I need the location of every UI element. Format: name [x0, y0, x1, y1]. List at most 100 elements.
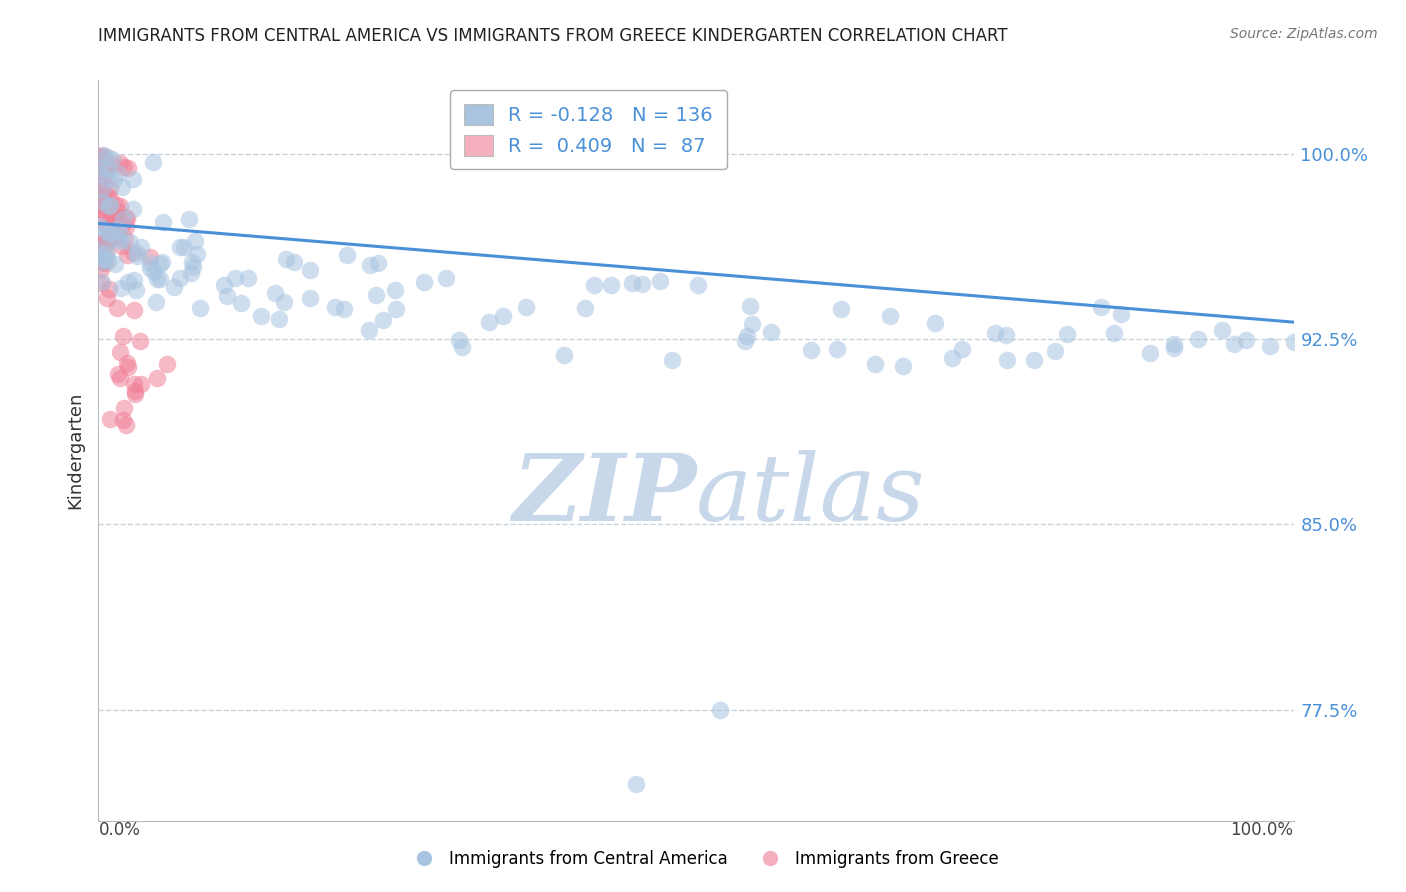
Point — [89, 190, 111, 204]
Point — [231, 295, 253, 310]
Point — [89, 178, 111, 193]
Point — [100, 153, 122, 167]
Point — [830, 302, 852, 317]
Point — [101, 211, 124, 226]
Point — [108, 371, 131, 385]
Point — [735, 329, 758, 343]
Point — [995, 353, 1018, 368]
Point — [112, 401, 135, 415]
Point — [212, 278, 235, 293]
Point — [104, 209, 127, 223]
Point — [93, 191, 115, 205]
Point — [121, 172, 143, 186]
Point — [139, 260, 162, 275]
Point — [1139, 345, 1161, 359]
Point — [688, 277, 710, 292]
Point — [89, 219, 111, 233]
Point — [96, 189, 118, 203]
Point — [91, 194, 114, 209]
Point — [117, 275, 139, 289]
Point — [283, 255, 305, 269]
Point — [138, 255, 160, 269]
Point — [91, 252, 114, 267]
Point — [98, 199, 121, 213]
Point — [367, 255, 389, 269]
Point — [734, 334, 756, 348]
Point — [1104, 326, 1126, 341]
Text: Source: ZipAtlas.com: Source: ZipAtlas.com — [1230, 27, 1378, 41]
Point — [96, 218, 118, 232]
Point — [1109, 307, 1132, 321]
Point — [249, 309, 271, 323]
Point — [105, 229, 128, 244]
Point — [738, 299, 761, 313]
Point — [1043, 344, 1066, 359]
Point — [741, 318, 763, 332]
Point — [96, 245, 118, 260]
Point — [90, 261, 112, 276]
Point — [180, 254, 202, 268]
Point — [125, 245, 148, 260]
Point — [143, 264, 166, 278]
Point — [96, 235, 118, 249]
Point — [146, 271, 169, 285]
Point — [96, 150, 118, 164]
Y-axis label: Kindergarten: Kindergarten — [66, 392, 84, 509]
Point — [150, 254, 173, 268]
Point — [89, 202, 111, 217]
Point — [87, 178, 110, 192]
Point — [90, 190, 112, 204]
Point — [115, 211, 138, 226]
Point — [112, 212, 135, 227]
Point — [87, 197, 110, 211]
Point — [1258, 339, 1281, 353]
Point — [582, 277, 605, 292]
Point — [267, 311, 290, 326]
Point — [1090, 300, 1112, 314]
Point — [357, 323, 380, 337]
Point — [264, 285, 287, 300]
Point — [114, 417, 136, 432]
Point — [93, 177, 115, 191]
Point — [103, 226, 125, 240]
Point — [215, 289, 238, 303]
Point — [97, 220, 120, 235]
Point — [709, 703, 731, 717]
Point — [224, 271, 246, 285]
Legend: Immigrants from Central America, Immigrants from Greece: Immigrants from Central America, Immigra… — [401, 844, 1005, 875]
Point — [492, 309, 515, 323]
Point — [122, 202, 145, 216]
Point — [124, 384, 146, 399]
Point — [107, 166, 129, 180]
Point — [515, 301, 537, 315]
Point — [800, 343, 823, 358]
Point — [384, 302, 406, 317]
Point — [117, 359, 139, 374]
Point — [111, 180, 134, 194]
Point — [891, 359, 914, 374]
Point — [94, 252, 117, 267]
Point — [620, 276, 643, 290]
Point — [236, 270, 259, 285]
Point — [89, 246, 111, 260]
Text: 100.0%: 100.0% — [1230, 821, 1294, 838]
Point — [103, 228, 125, 243]
Point — [105, 221, 128, 235]
Point — [89, 148, 111, 162]
Point — [111, 238, 134, 252]
Point — [94, 236, 117, 251]
Point — [110, 156, 132, 170]
Point — [89, 203, 111, 218]
Point — [298, 262, 321, 277]
Point — [661, 352, 683, 367]
Point — [924, 316, 946, 330]
Point — [125, 283, 148, 297]
Point — [90, 182, 112, 196]
Point — [94, 160, 117, 174]
Point — [107, 205, 129, 219]
Point — [131, 240, 153, 254]
Point — [138, 250, 160, 264]
Text: 0.0%: 0.0% — [98, 821, 141, 838]
Point — [100, 213, 122, 227]
Point — [96, 217, 118, 231]
